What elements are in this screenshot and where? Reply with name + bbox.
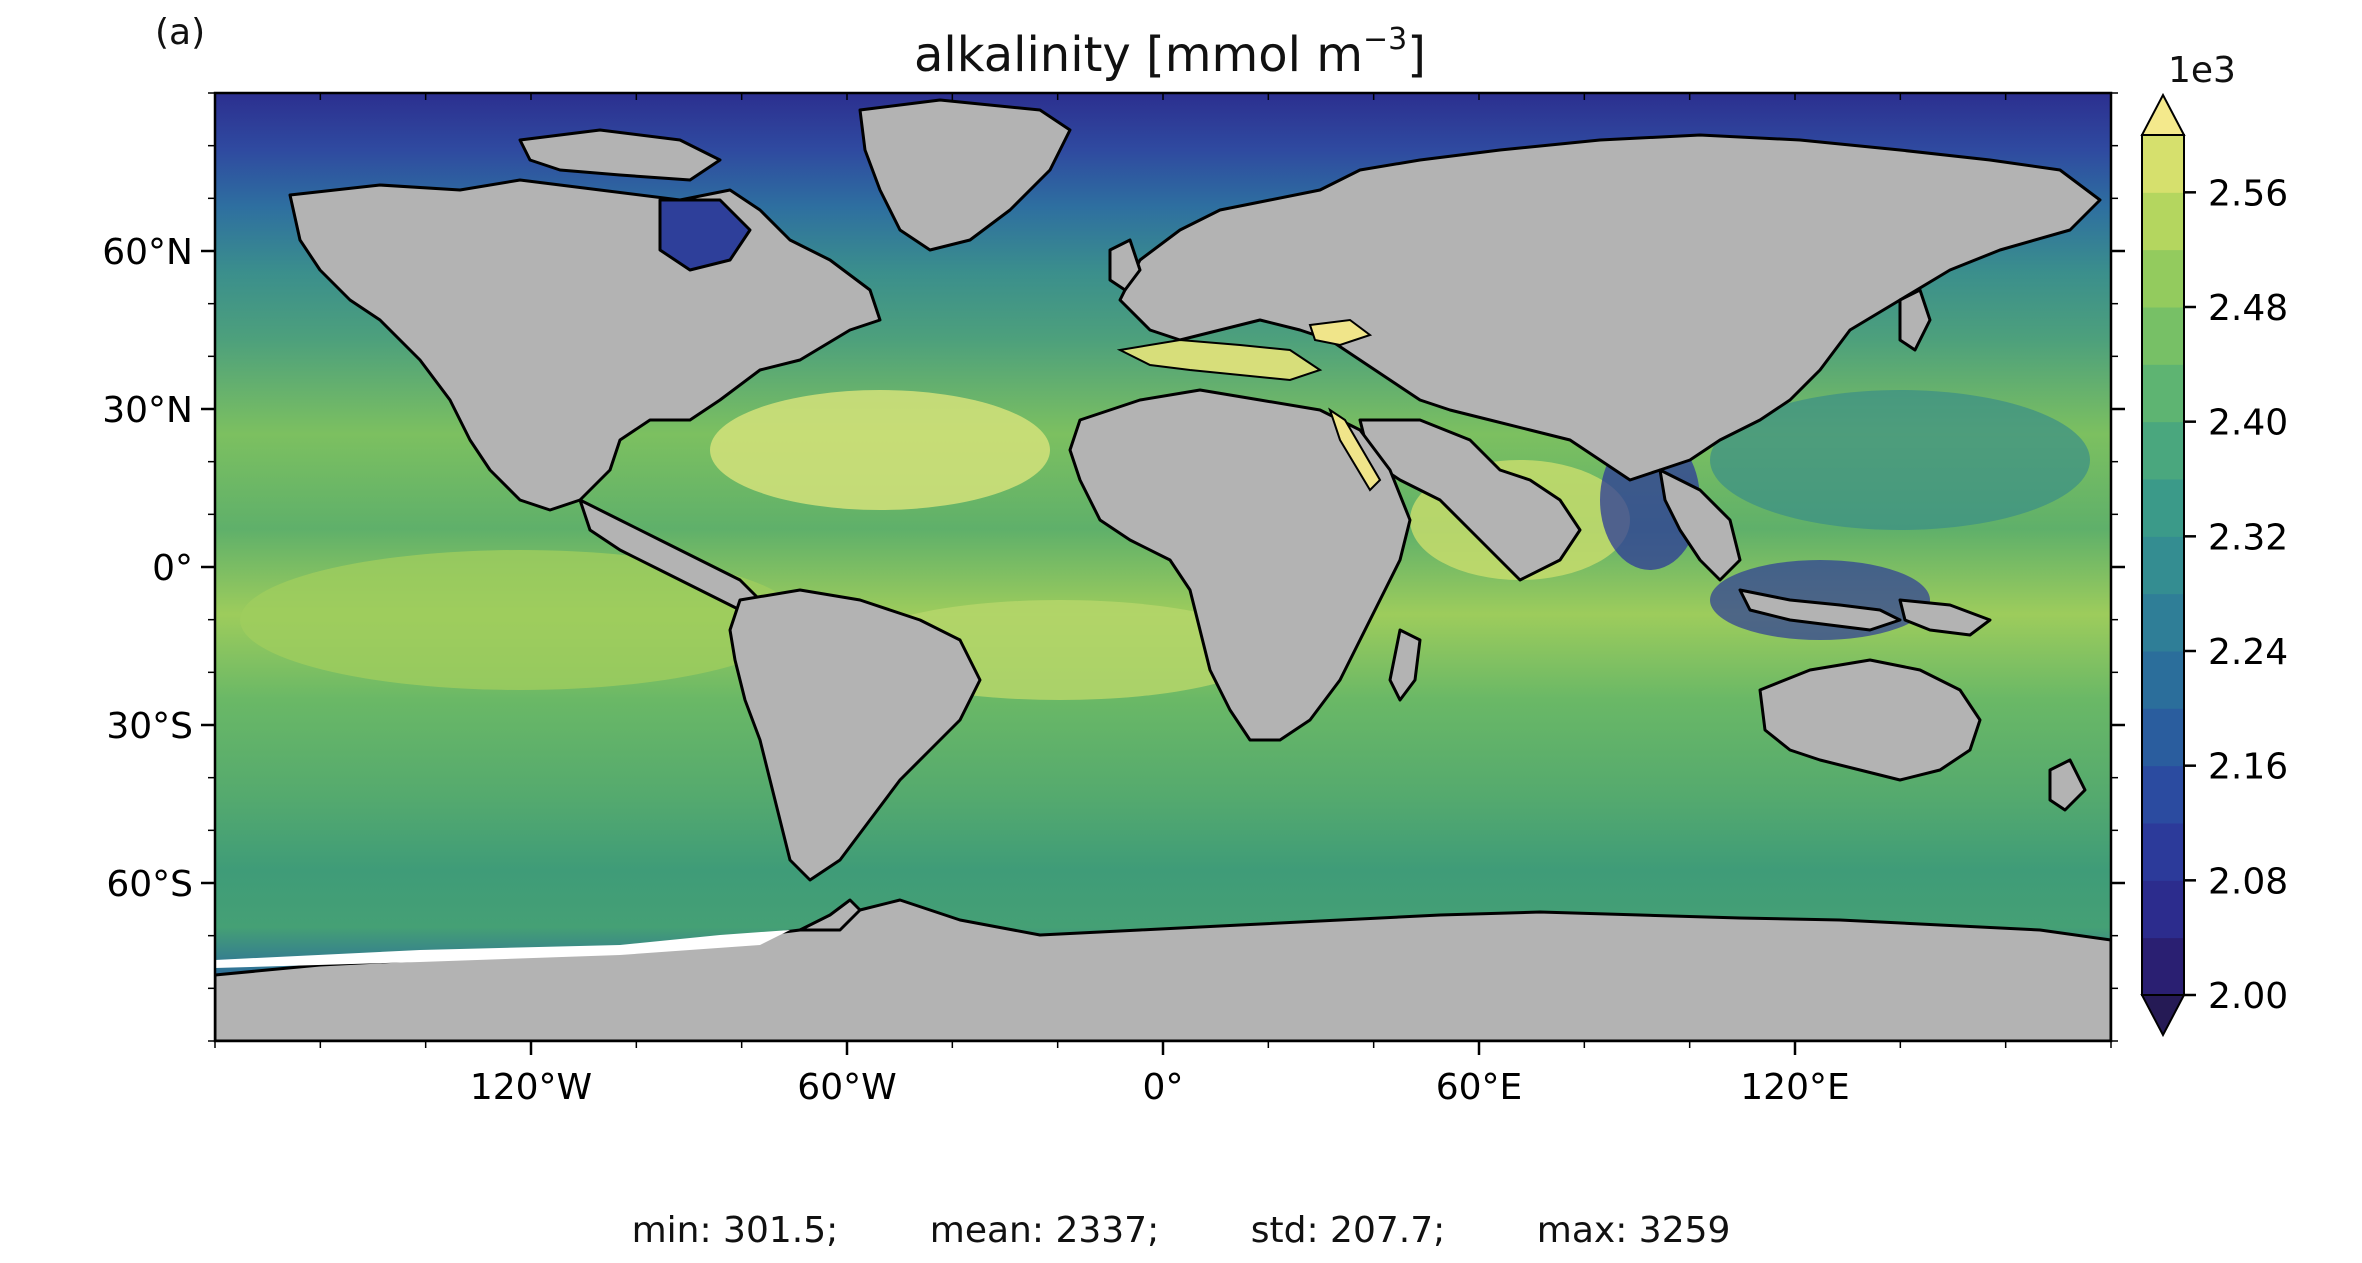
land-madagascar	[1388, 628, 1422, 702]
colorbar-extend-min	[2140, 994, 2186, 1038]
colorbar-tick-label: 2.40	[2208, 403, 2288, 444]
ocean-patch-north-atlantic	[710, 390, 1050, 510]
colorbar-segment	[2142, 307, 2184, 365]
colorbar-tick-label: 2.00	[2208, 976, 2288, 1017]
stat-max: max: 3259	[1536, 1210, 1731, 1251]
title-end: ]	[1407, 27, 1426, 83]
colorbar-segment	[2142, 421, 2184, 480]
panel-label: (a)	[155, 12, 206, 53]
colorbar-segment	[2142, 479, 2184, 537]
colorbar-frame	[2141, 134, 2185, 996]
x-tick-label: 60°W	[797, 1067, 896, 1108]
y-axis: 60°N 30°N 0° 30°S 60°S	[102, 92, 2125, 1042]
x-axis: 120°W 60°W 0° 60°E 120°E	[214, 93, 2112, 1108]
colorbar-segment	[2142, 937, 2184, 996]
y-tick-label: 30°N	[102, 390, 193, 431]
colorbar-tick-label: 2.08	[2208, 861, 2288, 902]
x-tick-label: 120°W	[470, 1067, 592, 1108]
missing-data-strip	[215, 930, 790, 968]
colorbar-segment	[2142, 708, 2184, 767]
land-north-america	[288, 178, 882, 512]
stat-min: min: 301.5;	[631, 1210, 839, 1251]
title-superscript: −3	[1363, 22, 1408, 57]
stat-std: std: 207.7;	[1250, 1210, 1446, 1251]
colorbar-exponent: 1e3	[2168, 50, 2236, 91]
y-tick-label: 60°N	[102, 232, 193, 273]
land-hudson-bay-region	[658, 198, 752, 272]
land-arabia-india	[1358, 418, 1582, 582]
colorbar: 2.00 2.08 2.16 2.24 2.32 2.40 2.48 2.56	[2140, 92, 2288, 1038]
land-southeast-asia	[1658, 468, 1742, 582]
mediterranean-sea	[1116, 338, 1323, 382]
land-africa	[1068, 388, 1412, 742]
colorbar-tick-label: 2.16	[2208, 747, 2288, 788]
land-antarctic-peninsula	[798, 898, 862, 932]
y-tick-label: 60°S	[106, 864, 193, 905]
colorbar-segment	[2142, 765, 2184, 824]
colorbar-tick-label: 2.24	[2208, 632, 2288, 673]
colorbar-tick-label: 2.32	[2208, 517, 2288, 558]
land-japan	[1898, 288, 1932, 352]
y-tick-label: 0°	[152, 548, 193, 589]
colorbar-tick-label: 2.56	[2208, 173, 2288, 214]
y-tick-label: 30°S	[106, 706, 193, 747]
black-sea	[1308, 318, 1373, 347]
land-uk	[1108, 238, 1142, 292]
colorbar-segment	[2142, 536, 2184, 595]
map-title: alkalinity [mmol m−3]	[210, 22, 2130, 83]
colorbar-tick-label: 2.48	[2208, 288, 2288, 329]
ocean-patch-west-pacific	[1710, 390, 2090, 530]
land-eurasia	[1118, 133, 2102, 482]
colorbar-segment	[2142, 880, 2184, 939]
colorbar-segment	[2142, 135, 2184, 193]
colorbar-segment	[2142, 593, 2184, 652]
title-text: alkalinity [mmol m	[914, 27, 1364, 83]
stats-line: min: 301.5; mean: 2337; std: 207.7; max:…	[0, 1210, 2362, 1251]
land-arctic-islands	[518, 128, 722, 182]
land-greenland	[858, 98, 1072, 252]
land-australia	[1758, 658, 1982, 782]
colorbar-extend-max	[2140, 92, 2186, 136]
colorbar-segment	[2142, 192, 2184, 251]
colorbar-segment	[2142, 823, 2184, 881]
land-south-america	[728, 588, 982, 882]
x-tick-label: 60°E	[1436, 1067, 1523, 1108]
land-new-zealand	[2048, 758, 2087, 812]
ocean-patch-south-pacific	[240, 550, 800, 690]
ocean-patch-indonesia	[1710, 560, 1930, 640]
land-layer	[215, 98, 2111, 1041]
colorbar-segment	[2142, 249, 2184, 308]
colorbar-segment	[2142, 651, 2184, 709]
colorbar-segment	[2142, 364, 2184, 423]
land-indonesia-islands	[1738, 588, 1902, 632]
stat-mean: mean: 2337;	[929, 1210, 1160, 1251]
x-tick-label: 0°	[1143, 1067, 1184, 1108]
land-new-guinea	[1898, 598, 1992, 637]
x-tick-label: 120°E	[1740, 1067, 1849, 1108]
red-sea	[1328, 407, 1382, 492]
